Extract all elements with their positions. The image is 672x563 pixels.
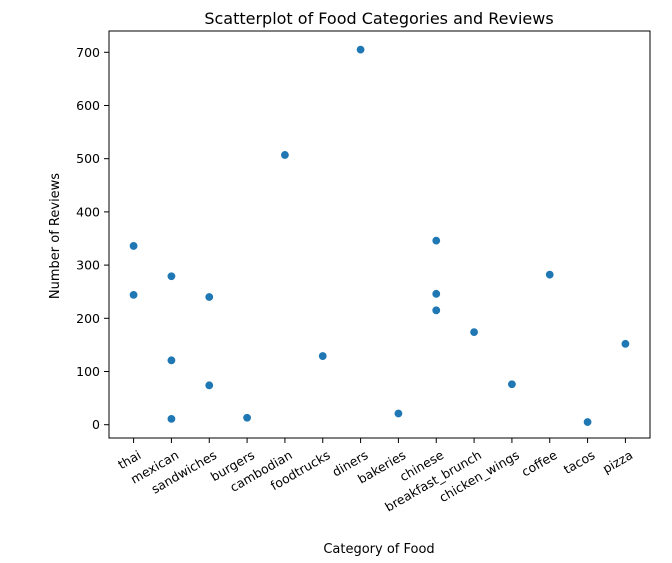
- y-tick-label: 600: [76, 98, 100, 113]
- y-tick-label: 700: [76, 45, 100, 60]
- data-point: [393, 408, 404, 419]
- x-axis-ticks: thaimexicansandwichesburgerscambodianfoo…: [115, 438, 635, 515]
- y-axis-label: Number of Reviews: [48, 173, 63, 299]
- data-point: [582, 417, 593, 427]
- y-tick-label: 500: [76, 151, 100, 166]
- data-point: [280, 150, 290, 160]
- y-tick-label: 0: [92, 417, 100, 432]
- y-tick-label: 100: [76, 364, 100, 379]
- data-point: [355, 44, 366, 55]
- x-tick-label: tacos: [561, 447, 598, 477]
- data-point: [204, 380, 214, 391]
- y-tick-label: 200: [76, 311, 100, 326]
- plot-area-frame: [108, 30, 651, 439]
- x-tick-label: pizza: [600, 447, 635, 476]
- data-point: [431, 305, 441, 316]
- x-tick-label: coffee: [519, 447, 560, 479]
- y-axis-ticks: 0 100 200 300 400 500 600 700: [76, 45, 109, 432]
- data-point: [620, 339, 631, 349]
- data-point: [469, 327, 479, 337]
- data-point: [507, 379, 517, 389]
- data-point: [431, 289, 441, 299]
- data-point: [128, 290, 139, 300]
- data-point: [166, 355, 177, 366]
- data-point: [431, 235, 441, 246]
- data-point: [242, 413, 252, 423]
- x-axis-label: Category of Food: [323, 542, 434, 557]
- data-point: [545, 269, 555, 280]
- data-point: [128, 241, 139, 251]
- data-points: [128, 44, 631, 427]
- data-point: [166, 271, 177, 281]
- data-point: [166, 414, 177, 424]
- data-point: [318, 351, 328, 361]
- data-point: [204, 292, 214, 302]
- y-tick-label: 300: [76, 258, 100, 273]
- chart-title: Scatterplot of Food Categories and Revie…: [204, 9, 553, 28]
- y-tick-label: 400: [76, 204, 100, 219]
